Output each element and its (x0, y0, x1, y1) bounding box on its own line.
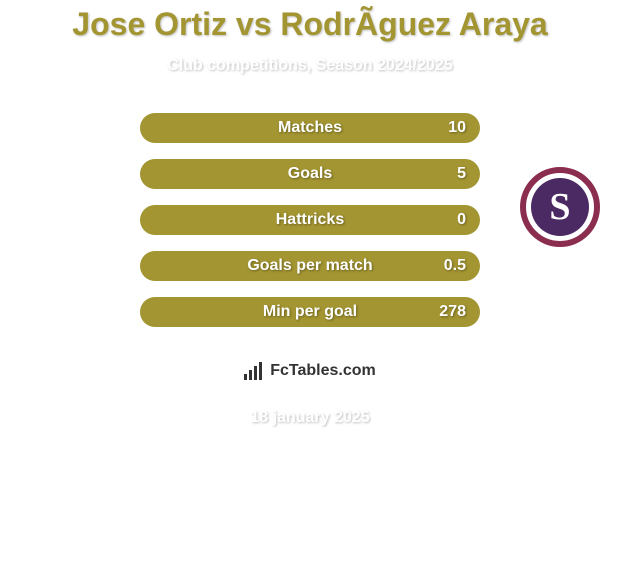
bar-chart-icon (244, 362, 262, 380)
stat-bar: Goals per match 0.5 (140, 251, 480, 281)
stat-bar-right-value: 5 (457, 165, 466, 183)
placeholder-ellipse (20, 161, 100, 185)
stat-bar-right-value: 0.5 (444, 257, 466, 275)
stats-area: Matches 10 Goals 5 Hattricks 0 Goals per match… (0, 113, 620, 333)
stat-bars: Matches 10 Goals 5 Hattricks 0 Goals per match… (140, 113, 480, 327)
stat-bar-label: Hattricks (276, 211, 344, 229)
stat-bar-right-value: 10 (448, 119, 466, 137)
club-crest-ring: S (520, 167, 600, 247)
stat-bar: Hattricks 0 (140, 205, 480, 235)
brand-text: FcTables.com (270, 362, 376, 380)
subtitle: Club competitions, Season 2024/2025 (0, 57, 620, 75)
stat-bar: Goals 5 (140, 159, 480, 189)
stat-bar-right-value: 0 (457, 211, 466, 229)
stat-bar: Matches 10 (140, 113, 480, 143)
right-player-badges: S (500, 113, 620, 253)
date-label: 18 january 2025 (0, 409, 620, 427)
stat-bar-label: Goals (288, 165, 332, 183)
placeholder-ellipse (510, 113, 610, 141)
club-crest: S (514, 161, 606, 253)
stat-bar-label: Min per goal (263, 303, 357, 321)
club-crest-inner: S (531, 178, 589, 236)
brand-box: FcTables.com (225, 351, 395, 391)
left-player-badges (0, 113, 120, 185)
stat-bar-label: Matches (278, 119, 342, 137)
page-title: Jose Ortiz vs RodrÃ­guez Araya (0, 0, 620, 43)
stat-bar-label: Goals per match (247, 257, 372, 275)
stat-bar-right-value: 278 (439, 303, 466, 321)
stat-bar: Min per goal 278 (140, 297, 480, 327)
placeholder-ellipse (10, 113, 110, 141)
